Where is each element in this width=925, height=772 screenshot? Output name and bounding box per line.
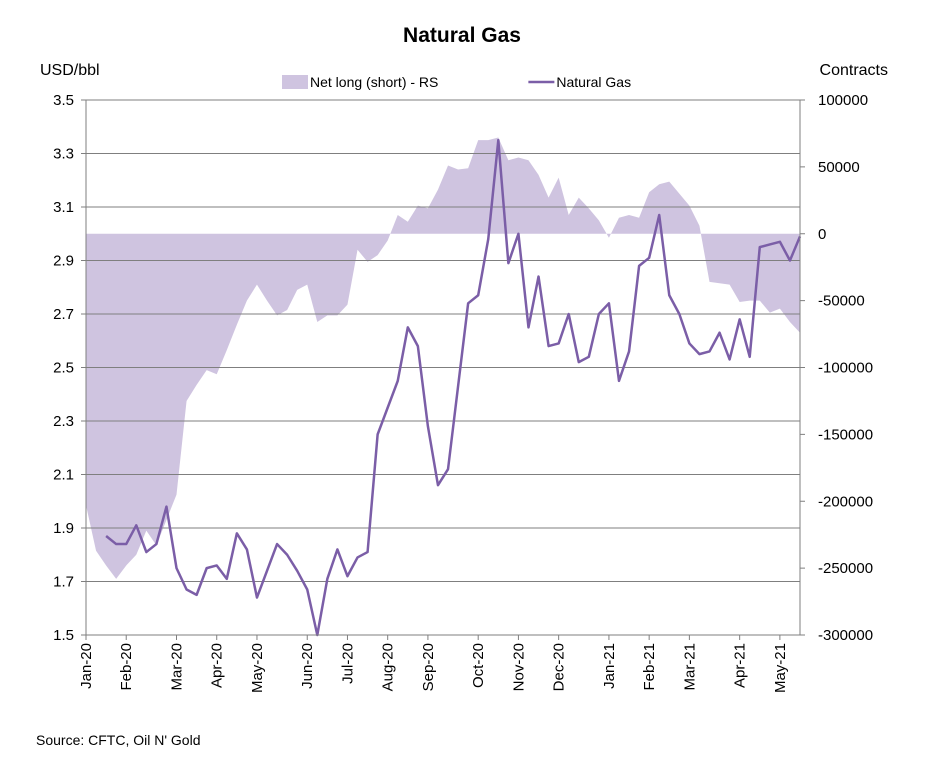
legend-label: Natural Gas [556, 74, 631, 90]
legend-label: Net long (short) - RS [310, 74, 438, 90]
y-tick-label: 3.3 [53, 146, 74, 163]
y2-tick-label: -250000 [818, 560, 873, 577]
y-tick-label: 2.1 [53, 467, 74, 484]
y2-tick-label: -150000 [818, 426, 873, 443]
y-axis-title: USD/bbl [40, 62, 100, 79]
x-tick-label: Sep-20 [420, 643, 437, 691]
y-tick-label: 2.7 [53, 306, 74, 323]
x-tick-label: Jun-20 [299, 643, 316, 689]
y-tick-label: 3.1 [53, 199, 74, 216]
y-tick-label: 2.9 [53, 253, 74, 270]
chart-title: Natural Gas [403, 24, 521, 47]
y2-tick-label: 50000 [818, 159, 860, 176]
y-tick-label: 3.5 [53, 92, 74, 109]
x-tick-label: May-20 [249, 643, 266, 693]
source-note: Source: CFTC, Oil N' Gold [36, 732, 201, 748]
x-tick-label: Aug-20 [380, 643, 397, 691]
x-tick-label: Mar-21 [681, 643, 698, 691]
x-tick-label: Apr-21 [732, 643, 749, 688]
x-tick-label: Jul-20 [339, 643, 356, 684]
y-tick-label: 1.9 [53, 520, 74, 537]
x-tick-label: Dec-20 [551, 643, 568, 691]
legend-swatch [282, 75, 308, 89]
x-tick-label: Apr-20 [209, 643, 226, 688]
y-tick-label: 1.5 [53, 627, 74, 644]
y-tick-label: 2.5 [53, 360, 74, 377]
y-tick-label: 2.3 [53, 413, 74, 430]
y2-tick-label: -200000 [818, 493, 873, 510]
y2-tick-label: 0 [818, 226, 826, 243]
x-tick-label: Jan-20 [78, 643, 95, 689]
net-position-area [86, 137, 800, 579]
y-tick-label: 1.7 [53, 574, 74, 591]
x-tick-label: Oct-20 [470, 643, 487, 688]
x-tick-label: Jan-21 [601, 643, 618, 689]
y2-axis-title: Contracts [820, 62, 888, 79]
x-tick-label: May-21 [772, 643, 789, 693]
x-tick-label: Feb-20 [118, 643, 135, 691]
x-tick-label: Feb-21 [641, 643, 658, 691]
y2-tick-label: -100000 [818, 360, 873, 377]
x-tick-label: Nov-20 [510, 643, 527, 691]
price-line [105, 138, 802, 637]
y2-tick-label: -300000 [818, 627, 873, 644]
x-tick-label: Mar-20 [169, 643, 186, 691]
y2-tick-label: 100000 [818, 92, 868, 109]
y2-tick-label: -50000 [818, 293, 865, 310]
